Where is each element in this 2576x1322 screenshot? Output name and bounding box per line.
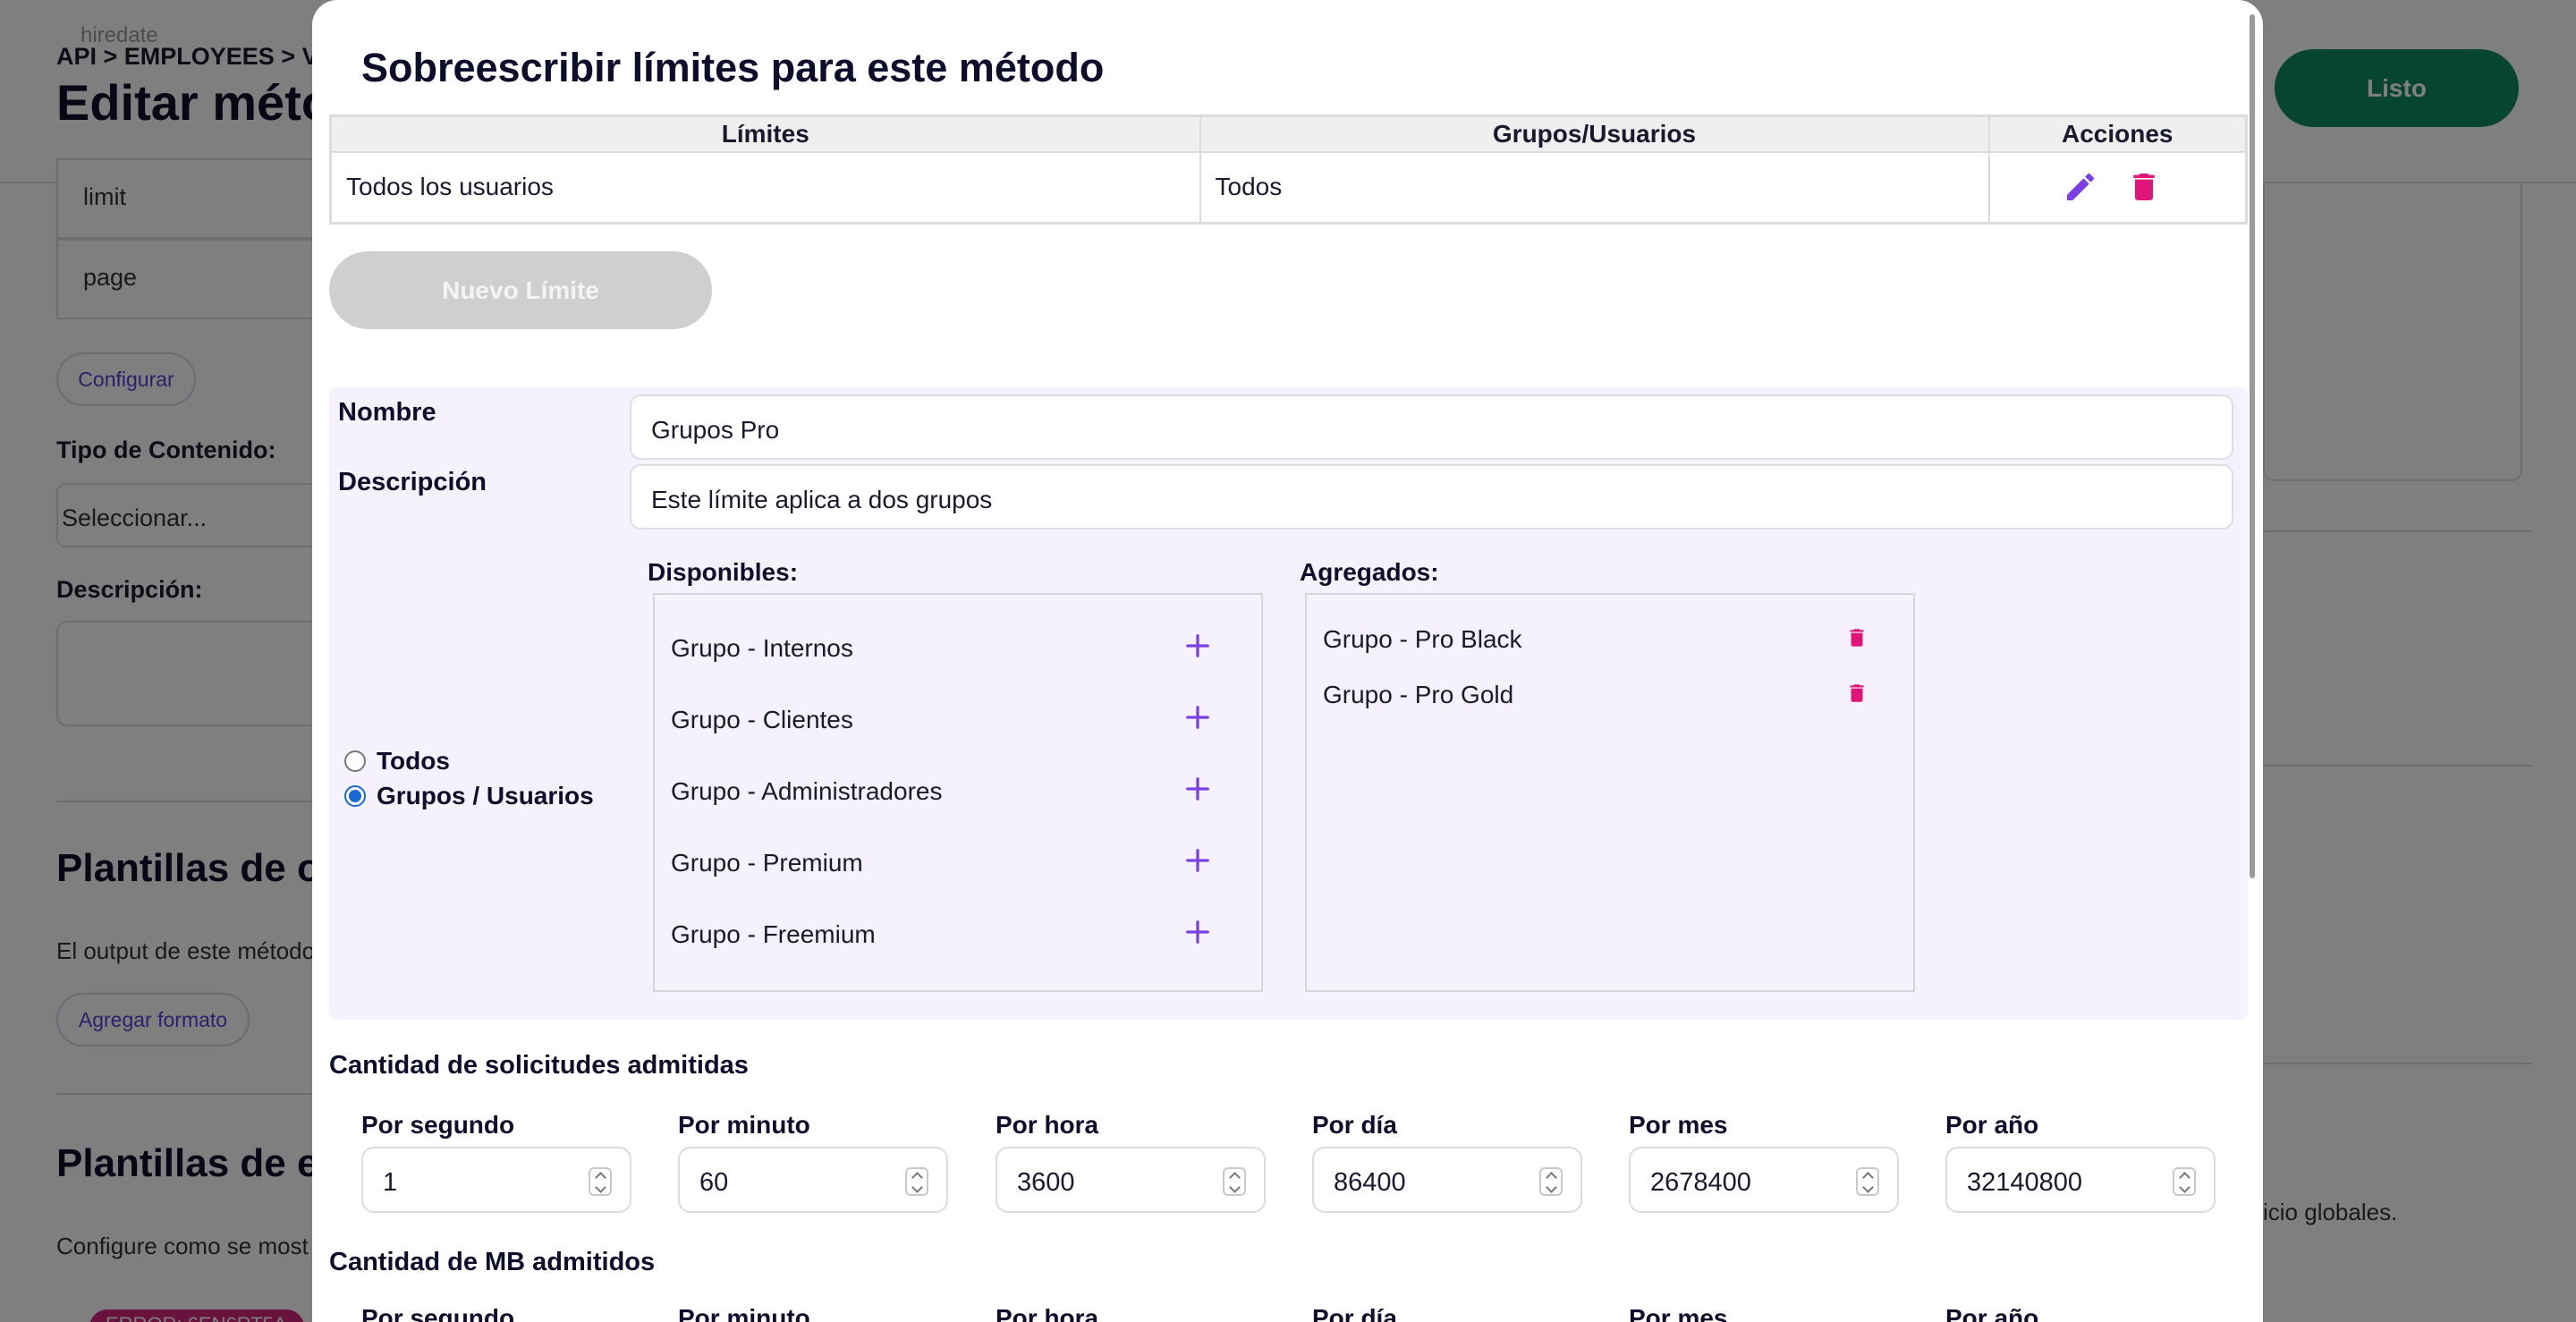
groups-cell: Todos (1199, 150, 1990, 225)
name-label: Nombre (338, 398, 436, 427)
column-header-limits: Límites (329, 114, 1201, 153)
description-label: Descripción (338, 468, 487, 496)
radio-all[interactable]: Todos (344, 747, 450, 775)
radio-groups-users[interactable]: Grupos / Usuarios (344, 782, 594, 810)
rate-value: 86400 (1334, 1168, 1406, 1197)
rate-value: 60 (699, 1168, 729, 1197)
mb-rate-label: Por día (1312, 1304, 1397, 1322)
mb-rate-label: Por hora (996, 1304, 1099, 1322)
rate-input[interactable]: 32140800 (1945, 1147, 2216, 1213)
available-title: Disponibles: (648, 558, 799, 586)
list-item: Grupo - Internos (671, 634, 853, 662)
rate-label: Por segundo (361, 1111, 515, 1139)
add-plus-icon[interactable] (1184, 919, 1211, 945)
mb-rate-label: Por año (1945, 1304, 2039, 1322)
rate-value: 3600 (1017, 1168, 1075, 1197)
edit-pencil-icon[interactable] (2063, 169, 2098, 205)
add-plus-icon[interactable] (1184, 632, 1211, 659)
rate-input[interactable]: 2678400 (1629, 1147, 1899, 1213)
requests-section-title: Cantidad de solicitudes admitidas (329, 1051, 749, 1080)
name-input[interactable]: Grupos Pro (630, 394, 2233, 460)
stepper-icon[interactable] (1856, 1167, 1879, 1196)
new-limit-button[interactable]: Nuevo Límite (329, 251, 712, 329)
delete-trash-icon[interactable] (2126, 169, 2162, 205)
available-list: Grupo - Internos Grupo - Clientes Grupo … (653, 593, 1263, 992)
modal-scrollbar[interactable] (2250, 14, 2255, 878)
table-row: Todos los usuarios Todos (329, 150, 2248, 225)
rate-per-hour: Por hora 3600 (996, 1111, 1266, 1213)
add-plus-icon[interactable] (1184, 775, 1211, 802)
rate-label: Por año (1945, 1111, 2039, 1139)
actions-cell (1987, 150, 2248, 225)
rate-label: Por minuto (678, 1111, 810, 1139)
list-item: Grupo - Pro Gold (1323, 681, 1514, 708)
add-plus-icon[interactable] (1184, 847, 1211, 874)
rate-input[interactable]: 86400 (1312, 1147, 1582, 1213)
list-item: Grupo - Pro Black (1323, 625, 1522, 653)
added-list: Grupo - Pro Black Grupo - Pro Gold (1305, 593, 1915, 992)
limits-table: Límites Grupos/Usuarios Acciones Todos l… (329, 114, 2248, 225)
rate-value: 32140800 (1967, 1168, 2083, 1197)
remove-trash-icon[interactable] (1845, 679, 1868, 708)
limit-cell: Todos los usuarios (329, 150, 1201, 225)
mb-rate-label: Por minuto (678, 1304, 810, 1322)
rate-value: 1 (383, 1168, 398, 1197)
modal-title: Sobreescribir límites para este método (361, 45, 1105, 90)
stepper-icon[interactable] (905, 1167, 928, 1196)
rate-input[interactable]: 1 (361, 1147, 631, 1213)
radio-all-label: Todos (377, 747, 450, 775)
stepper-icon[interactable] (1539, 1167, 1563, 1196)
column-header-groups: Grupos/Usuarios (1199, 114, 1990, 153)
rate-per-second: Por segundo 1 (361, 1111, 631, 1213)
rate-input[interactable]: 3600 (996, 1147, 1266, 1213)
mb-rate-label: Por segundo (361, 1304, 515, 1322)
list-item: Grupo - Clientes (671, 706, 853, 733)
mb-rate-label: Por mes (1629, 1304, 1728, 1322)
rate-input[interactable]: 60 (678, 1147, 948, 1213)
radio-groups-label: Grupos / Usuarios (377, 782, 594, 809)
rate-per-year: Por año 32140800 (1945, 1111, 2216, 1213)
mb-section-title: Cantidad de MB admitidos (329, 1248, 656, 1276)
limit-form-panel: Nombre Grupos Pro Descripción Este límit… (329, 387, 2248, 1020)
radio-button-selected[interactable] (344, 785, 366, 807)
added-title: Agregados: (1300, 558, 1439, 586)
list-item: Grupo - Premium (671, 849, 863, 877)
rate-value: 2678400 (1650, 1168, 1751, 1197)
list-item: Grupo - Freemium (671, 920, 876, 948)
add-plus-icon[interactable] (1184, 704, 1211, 731)
override-limits-modal: Sobreescribir límites para este método L… (312, 0, 2263, 1322)
rate-label: Por hora (996, 1111, 1099, 1139)
list-item: Grupo - Administradores (671, 777, 943, 805)
description-input[interactable]: Este límite aplica a dos grupos (630, 464, 2233, 530)
column-header-actions: Acciones (1987, 114, 2248, 153)
rate-per-day: Por día 86400 (1312, 1111, 1582, 1213)
stepper-icon[interactable] (1223, 1167, 1246, 1196)
remove-trash-icon[interactable] (1845, 623, 1868, 652)
rate-label: Por día (1312, 1111, 1397, 1139)
rate-per-minute: Por minuto 60 (678, 1111, 948, 1213)
radio-button[interactable] (344, 750, 366, 772)
stepper-icon[interactable] (2173, 1167, 2196, 1196)
rate-per-month: Por mes 2678400 (1629, 1111, 1899, 1213)
rate-label: Por mes (1629, 1111, 1728, 1139)
stepper-icon[interactable] (589, 1167, 612, 1196)
